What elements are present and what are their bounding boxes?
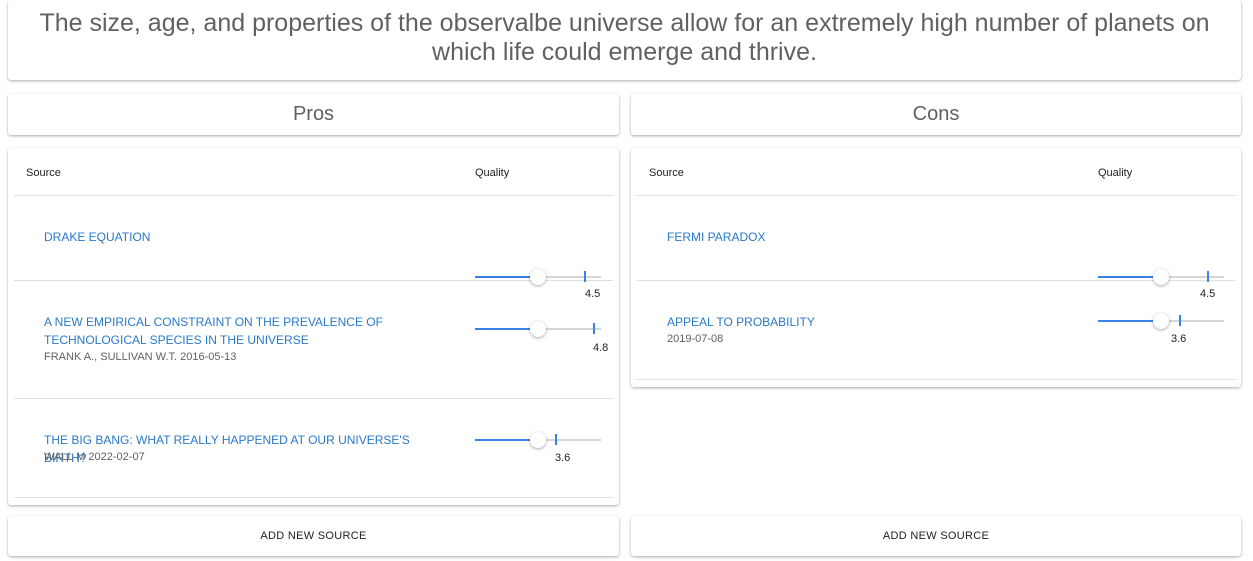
slider-fill — [1098, 319, 1160, 322]
slider-fill — [475, 275, 537, 278]
table-header: Source Quality — [14, 148, 613, 196]
source-title-link[interactable]: FERMI PARADOX — [667, 230, 766, 244]
column-header-quality: Quality — [1098, 167, 1133, 179]
source-row: A NEW EMPIRICAL CONSTRAINT ON THE PREVAL… — [14, 281, 613, 399]
cons-header: Cons — [631, 94, 1241, 135]
source-row: FERMI PARADOX 4.5 — [637, 196, 1235, 300]
quality-mark — [593, 323, 595, 334]
quality-value: 4.5 — [585, 288, 601, 300]
column-header-quality: Quality — [475, 167, 510, 179]
source-row: DRAKE EQUATION 4.5 — [14, 196, 613, 300]
column-header-source: Source — [649, 167, 684, 179]
quality-slider[interactable] — [1098, 267, 1224, 287]
slider-thumb[interactable] — [530, 269, 546, 285]
source-meta: 2019-07-08 — [667, 333, 724, 345]
pros-source-table: Source Quality DRAKE EQUATION 4.5 A NEW … — [8, 148, 619, 505]
quality-slider[interactable] — [475, 319, 601, 339]
slider-fill — [1098, 275, 1160, 278]
source-row: APPEAL TO PROBABILITY 2019-07-08 3.6 — [637, 281, 1235, 380]
column-header-source: Source — [26, 167, 61, 179]
quality-mark — [1207, 271, 1209, 282]
quality-value: 3.6 — [555, 452, 571, 464]
slider-thumb[interactable] — [530, 432, 546, 448]
pros-add-source-button[interactable]: ADD NEW SOURCE — [8, 516, 619, 556]
cons-source-table: Source Quality FERMI PARADOX 4.5 APPEAL … — [631, 148, 1241, 387]
quality-mark — [555, 434, 557, 445]
pros-header: Pros — [8, 94, 619, 135]
source-title-link[interactable]: APPEAL TO PROBABILITY — [667, 315, 815, 329]
cons-title: Cons — [912, 103, 960, 125]
source-title-link[interactable]: DRAKE EQUATION — [44, 230, 151, 244]
slider-thumb[interactable] — [530, 321, 546, 337]
source-title-link[interactable]: THE BIG BANG: WHAT REALLY HAPPENED AT OU… — [44, 433, 410, 465]
table-header: Source Quality — [637, 148, 1235, 196]
source-meta: WALL M 2022-02-07 — [44, 451, 145, 463]
slider-fill — [475, 438, 537, 441]
cons-add-source-button[interactable]: ADD NEW SOURCE — [631, 516, 1241, 556]
slider-thumb[interactable] — [1153, 269, 1169, 285]
slider-thumb[interactable] — [1153, 313, 1169, 329]
quality-value: 3.6 — [1171, 333, 1187, 345]
quality-slider[interactable] — [475, 267, 601, 287]
slider-fill — [475, 327, 537, 330]
claim-card: The size, age, and properties of the obs… — [8, 0, 1241, 80]
source-title-link[interactable]: A NEW EMPIRICAL CONSTRAINT ON THE PREVAL… — [44, 315, 383, 347]
pros-title: Pros — [292, 103, 335, 125]
source-row: THE BIG BANG: WHAT REALLY HAPPENED AT OU… — [14, 399, 613, 498]
quality-slider[interactable] — [475, 430, 601, 450]
quality-value: 4.8 — [593, 342, 609, 354]
quality-slider[interactable] — [1098, 311, 1224, 331]
claim-text: The size, age, and properties of the obs… — [39, 9, 1210, 66]
source-meta: FRANK A., SULLIVAN W.T. 2016-05-13 — [44, 351, 237, 363]
quality-value: 4.5 — [1200, 288, 1216, 300]
quality-mark — [584, 271, 586, 282]
quality-mark — [1179, 315, 1181, 326]
